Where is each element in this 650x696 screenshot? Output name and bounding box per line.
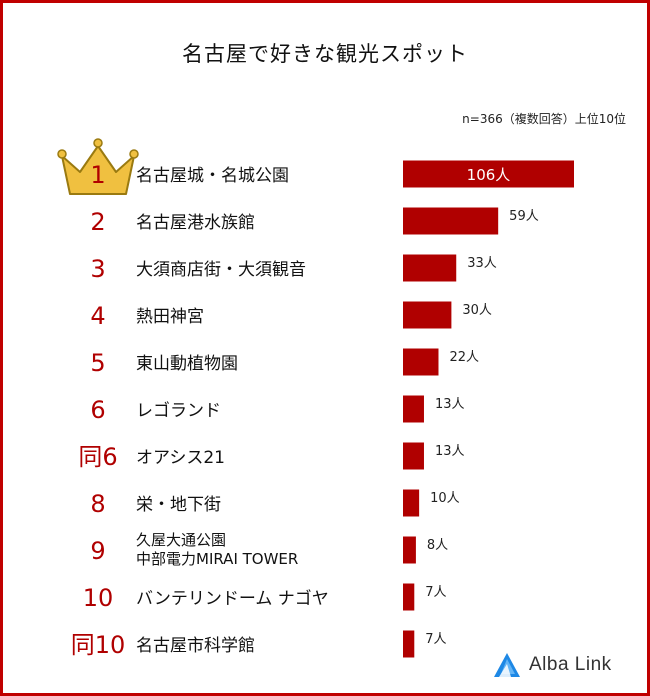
crown-jewel [93, 138, 103, 148]
bar [403, 630, 415, 658]
category-label: バンテリンドーム ナゴヤ [136, 588, 329, 609]
rank-label: 同6 [78, 443, 117, 471]
crown-jewel [57, 149, 67, 159]
bar [403, 160, 574, 188]
rank-label: 10 [83, 584, 114, 612]
rank-label: 8 [90, 490, 105, 518]
crown-icon [61, 145, 135, 195]
category-label: 東山動植物園 [136, 354, 238, 374]
value-label: 13人 [435, 397, 465, 412]
value-label: 10人 [430, 491, 460, 506]
value-label: 8人 [427, 538, 448, 553]
crown-jewel [129, 149, 139, 159]
rank-label: 9 [90, 537, 105, 565]
category-label: レゴランド [136, 400, 221, 421]
category-label: 名古屋港水族館 [136, 213, 255, 233]
category-label: 大須商店街・大須観音 [136, 260, 306, 280]
bar [403, 207, 499, 235]
rank-label: 3 [90, 255, 105, 283]
value-label: 22人 [449, 350, 479, 365]
bar [403, 254, 457, 282]
category-label: 久屋大通公園 [136, 531, 226, 549]
category-label: 名古屋城・名城公園 [136, 166, 289, 186]
category-label: 熱田神宮 [136, 307, 204, 327]
chart-title: 名古屋で好きな観光スポット [182, 42, 468, 66]
rank-label: 2 [90, 208, 105, 236]
bar [403, 348, 439, 376]
sample-note: n=366（複数回答）上位10位 [462, 112, 626, 126]
value-label: 106人 [467, 166, 511, 184]
alba-link-triangle-icon [494, 653, 520, 677]
bar [403, 395, 424, 423]
category-label: オアシス21 [136, 448, 225, 468]
rank-label: 6 [90, 396, 105, 424]
rank-label: 5 [90, 349, 105, 377]
bar [403, 489, 420, 517]
rank-label: 1 [90, 161, 105, 189]
value-label: 13人 [435, 444, 465, 459]
category-label: 名古屋市科学館 [136, 636, 255, 656]
value-label: 30人 [462, 303, 492, 318]
category-label: 中部電力MIRAI TOWER [136, 550, 298, 568]
bar [403, 536, 416, 564]
value-label: 7人 [425, 632, 446, 647]
alba-link-logo: Alba Link [493, 652, 612, 678]
bar [403, 442, 424, 470]
logo-text: Alba Link [529, 654, 612, 675]
bar [403, 583, 415, 611]
value-label: 33人 [467, 256, 497, 271]
rank-label: 同10 [71, 631, 126, 659]
value-label: 7人 [425, 585, 446, 600]
bar [403, 301, 452, 329]
rank-label: 4 [90, 302, 105, 330]
value-label: 59人 [509, 209, 539, 224]
category-label: 栄・地下街 [136, 495, 221, 515]
